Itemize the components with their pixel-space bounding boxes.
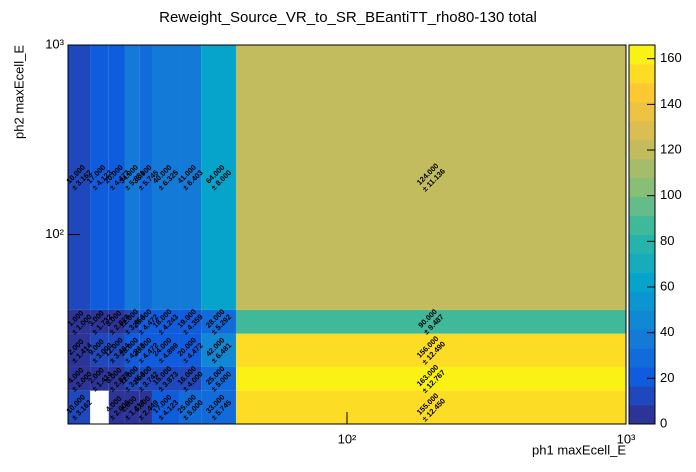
colorbar-tick-label: 100	[660, 187, 682, 202]
colorbar-tick-label: 160	[660, 50, 682, 65]
colorbar-band	[629, 348, 655, 368]
colorbar-tick-label: 40	[660, 324, 674, 339]
colorbar-band	[629, 272, 655, 292]
cell	[68, 45, 91, 310]
colorbar-tick-label: 120	[660, 141, 682, 156]
cell	[90, 45, 109, 310]
colorbar-band	[629, 253, 655, 273]
colorbar-band	[629, 234, 655, 254]
cell	[151, 366, 180, 391]
colorbar-tick-label: 60	[660, 278, 674, 293]
cell	[90, 366, 109, 391]
colorbar-tick-label: 140	[660, 96, 682, 111]
y-tick-label: 10²	[45, 226, 64, 241]
x-axis-label: ph1 maxEcell_E	[532, 442, 626, 457]
colorbar-band	[629, 196, 655, 217]
x-tick-label: 10³	[617, 431, 636, 446]
cell	[68, 390, 91, 424]
cell	[235, 366, 626, 391]
colorbar-frame	[628, 44, 656, 425]
cell	[108, 333, 125, 367]
cell	[235, 45, 626, 310]
cell	[68, 366, 91, 391]
x-tick-label: 10²	[338, 431, 357, 446]
colorbar-band	[629, 386, 655, 406]
cell	[90, 309, 109, 334]
cell	[201, 309, 236, 334]
cell	[179, 333, 202, 367]
colorbar-band	[629, 45, 655, 65]
cell	[108, 390, 125, 424]
colorbar-band	[629, 120, 655, 141]
cell	[179, 366, 202, 391]
cell	[235, 390, 626, 424]
cell	[151, 309, 180, 334]
cell	[124, 45, 140, 310]
chart-title: Reweight_Source_VR_to_SR_BEantiTT_rho80-…	[159, 9, 537, 26]
colorbar-band	[629, 101, 655, 122]
cells	[68, 45, 626, 424]
cell	[235, 309, 626, 334]
cell	[90, 333, 109, 367]
colorbar-band	[629, 367, 655, 387]
cell	[201, 366, 236, 391]
cell	[235, 333, 626, 367]
colorbar-tick-label: 20	[660, 370, 674, 385]
cell	[139, 366, 152, 391]
colorbar-band	[629, 329, 655, 349]
cell	[139, 309, 152, 334]
cell	[124, 333, 140, 367]
colorbar-band	[629, 158, 655, 179]
cell	[201, 45, 236, 310]
colorbar-band	[629, 82, 655, 103]
colorbar-band	[629, 177, 655, 198]
cell	[151, 45, 180, 310]
y-tick-label: 10³	[45, 36, 64, 51]
cell	[108, 45, 125, 310]
cell	[201, 390, 236, 424]
cell	[124, 390, 140, 424]
colorbar-tick-label: 80	[660, 233, 674, 248]
colorbar-band	[629, 310, 655, 330]
cell	[108, 309, 125, 334]
cell	[179, 309, 202, 334]
cell	[151, 390, 180, 424]
cell	[201, 333, 236, 367]
cell	[151, 333, 180, 367]
cell	[139, 333, 152, 367]
cell	[68, 333, 91, 367]
y-axis-label: ph2 maxEcell_E	[11, 45, 26, 139]
colorbar-band	[629, 291, 655, 311]
cell	[179, 390, 202, 424]
colorbar-band	[629, 63, 655, 84]
cell	[124, 309, 140, 334]
cell	[139, 390, 152, 424]
cell	[139, 45, 152, 310]
cell	[108, 366, 125, 391]
cell	[68, 309, 91, 334]
colorbar-band	[629, 139, 655, 160]
colorbar-tick-label: 0	[660, 415, 667, 430]
colorbar-band	[629, 215, 655, 235]
colorbar-band	[629, 405, 655, 425]
cell	[179, 45, 202, 310]
cell	[124, 366, 140, 391]
